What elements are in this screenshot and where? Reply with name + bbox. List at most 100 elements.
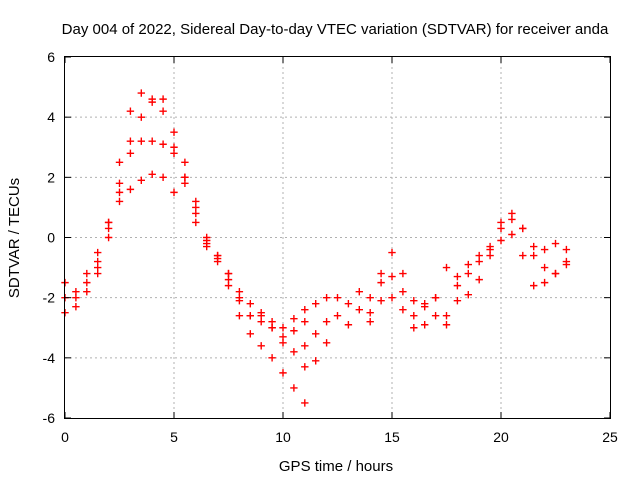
data-point: [181, 158, 189, 166]
data-point: [464, 269, 472, 278]
x-tick-label: 20: [493, 429, 509, 445]
data-point: [246, 330, 254, 338]
axis-ticks: [64, 56, 611, 419]
data-point: [312, 357, 320, 365]
data-point: [442, 263, 451, 272]
data-point: [399, 287, 407, 296]
data-point: [540, 278, 549, 287]
data-point: [104, 224, 113, 233]
data-point: [322, 293, 331, 302]
data-point: [519, 251, 527, 260]
y-tick-label: -6: [43, 410, 56, 426]
data-point: [257, 318, 265, 326]
data-point: [475, 251, 483, 260]
data-point: [148, 170, 156, 179]
data-point: [170, 149, 178, 157]
data-point: [170, 188, 178, 197]
data-point: [333, 312, 342, 320]
data-point: [159, 173, 167, 182]
data-point: [301, 342, 309, 350]
data-point: [442, 312, 451, 320]
data-point: [530, 242, 538, 251]
data-point: [104, 218, 113, 227]
data-point: [115, 188, 124, 197]
chart-title: Day 004 of 2022, Sidereal Day-to-day VTE…: [62, 21, 609, 38]
data-point: [421, 321, 429, 329]
data-point: [562, 260, 571, 269]
data-point: [83, 269, 91, 278]
data-point: [279, 333, 287, 341]
data-point: [322, 318, 331, 326]
x-tick-labels: 0 5 10 15 20 25: [61, 429, 618, 445]
data-point: [224, 281, 233, 290]
x-tick-label: 15: [384, 429, 400, 445]
data-point: [192, 218, 200, 227]
y-tick-label: 4: [47, 109, 55, 125]
data-point: [301, 318, 309, 326]
data-point: [181, 179, 189, 188]
data-point: [137, 89, 145, 97]
data-point: [551, 239, 560, 248]
data-point: [235, 312, 244, 320]
data-point: [257, 309, 265, 317]
data-point: [486, 251, 494, 260]
data-point: [355, 287, 363, 296]
data-point: [279, 324, 287, 332]
data-point: [399, 269, 407, 278]
data-point: [72, 293, 80, 302]
data-point: [399, 306, 407, 314]
data-point: [312, 330, 320, 338]
x-tick-label: 5: [170, 429, 178, 445]
data-point: [377, 278, 385, 287]
sat-track-6: [333, 230, 571, 332]
data-point: [290, 384, 298, 392]
data-point: [508, 209, 516, 218]
data-point: [137, 176, 145, 185]
data-point: [497, 224, 505, 233]
data-point: [181, 173, 189, 182]
data-point: [312, 299, 320, 308]
data-point: [159, 140, 167, 148]
data-point: [192, 197, 200, 206]
data-point: [333, 293, 342, 302]
data-point: [453, 281, 462, 290]
sat-track-4: [94, 170, 331, 332]
data-point: [322, 339, 331, 347]
data-point: [94, 269, 102, 278]
data-point: [148, 98, 156, 106]
data-point: [192, 209, 200, 218]
data-point: [508, 230, 516, 239]
data-point: [126, 149, 135, 157]
data-point: [530, 281, 538, 290]
data-point: [192, 203, 200, 212]
data-point: [355, 306, 363, 314]
y-tick-label: 0: [47, 230, 55, 246]
data-point: [431, 312, 440, 320]
data-point: [83, 278, 91, 287]
data-point: [257, 342, 265, 350]
data-point: [377, 269, 385, 278]
data-point: [268, 318, 276, 326]
data-point: [453, 272, 462, 281]
data-point: [442, 321, 451, 329]
sat-track-7: [366, 209, 571, 308]
data-point: [126, 137, 135, 145]
data-point: [519, 224, 527, 233]
data-point: [268, 354, 276, 362]
data-point: [83, 287, 91, 296]
data-point: [213, 254, 222, 263]
y-tick-label: -4: [43, 350, 56, 366]
data-point: [94, 263, 102, 272]
data-point: [115, 158, 124, 166]
data-point: [475, 257, 483, 266]
data-point: [540, 245, 549, 254]
data-point: [246, 312, 254, 320]
y-tick-label: 6: [47, 49, 55, 65]
data-point: [279, 369, 287, 377]
data-point: [421, 299, 429, 308]
data-point: [72, 302, 80, 311]
data-point: [540, 263, 549, 272]
data-point: [268, 324, 276, 332]
data-point: [290, 315, 298, 323]
data-point: [410, 312, 418, 320]
